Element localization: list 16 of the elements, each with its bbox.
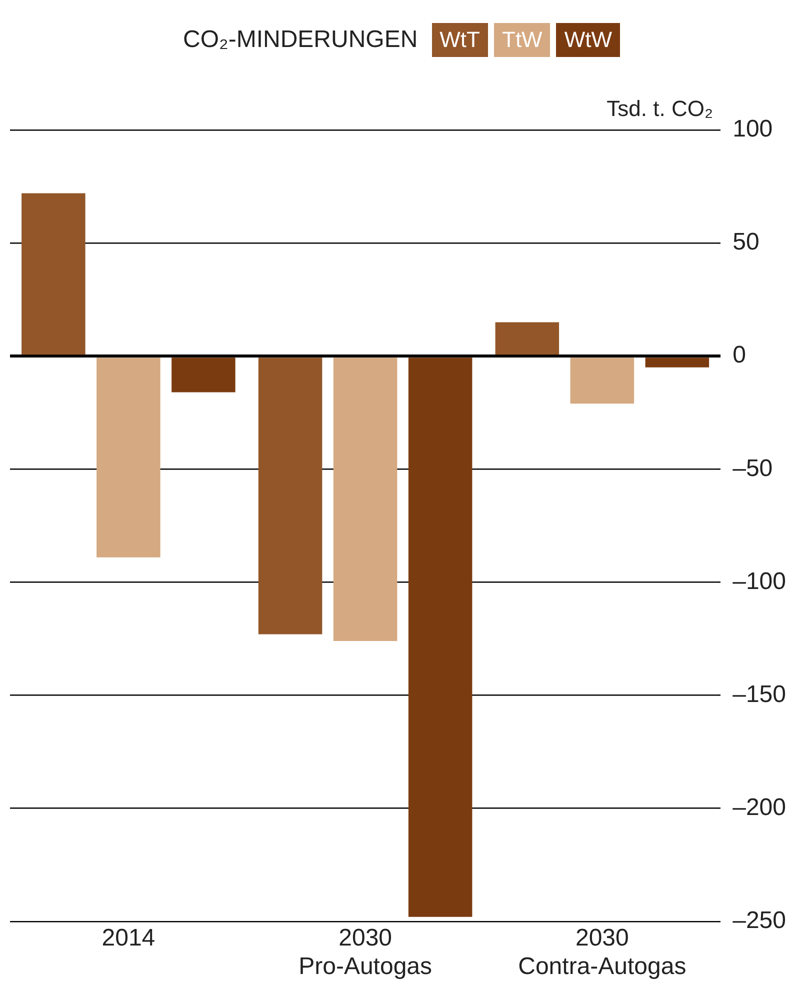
y-tick-label: –200 xyxy=(732,794,786,821)
y-tick-label: 0 xyxy=(732,342,746,369)
x-tick-label: 2030 Contra-Autogas xyxy=(518,924,686,980)
y-tick-label: 100 xyxy=(732,116,773,143)
x-tick-label: 2030 Pro-Autogas xyxy=(298,924,432,980)
legend-title: CO₂-MINDERUNGEN xyxy=(183,26,418,54)
text: WtW xyxy=(556,23,620,57)
y-tick-label: –150 xyxy=(732,680,786,708)
text: TtW xyxy=(494,23,550,57)
y-tick-label: –50 xyxy=(732,454,773,482)
text: WtT xyxy=(432,23,488,57)
y-tick-label: 50 xyxy=(732,228,760,256)
y-tick-label: –250 xyxy=(732,907,786,934)
x-tick-label: 2014 xyxy=(102,924,156,952)
y-tick-label: –100 xyxy=(732,568,786,595)
y-axis-title: Tsd. t. CO₂ xyxy=(606,96,713,122)
